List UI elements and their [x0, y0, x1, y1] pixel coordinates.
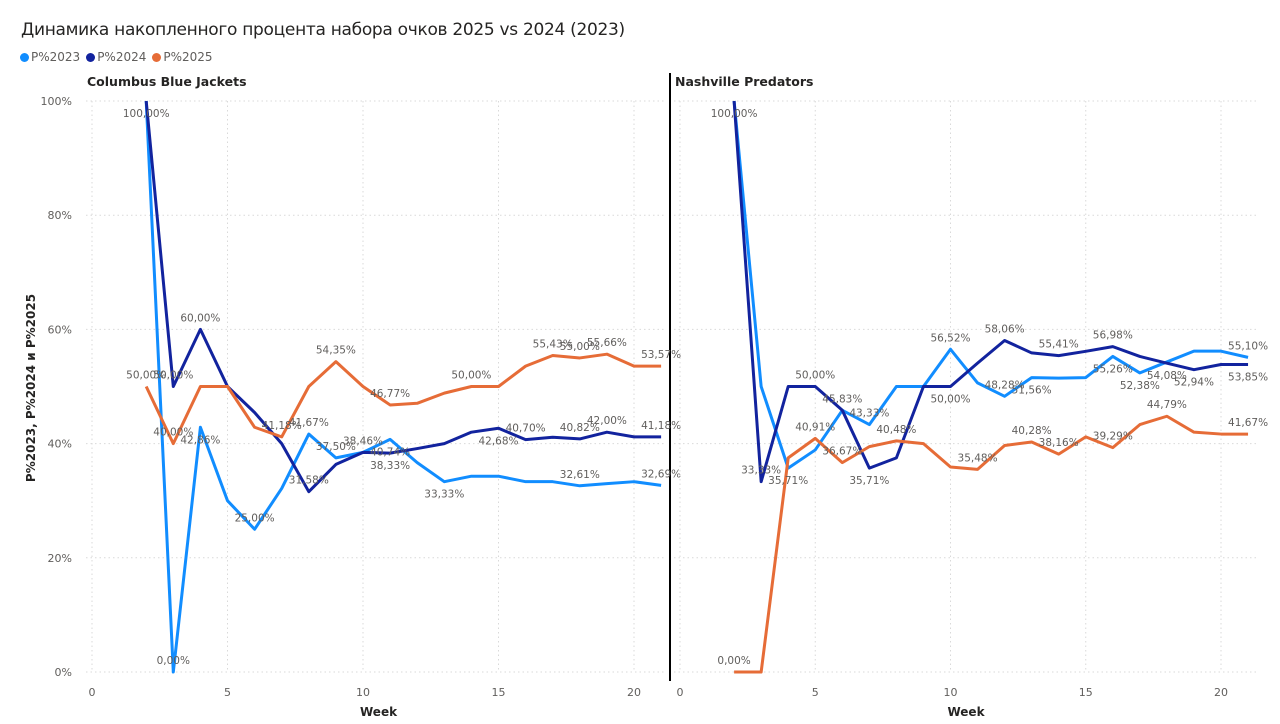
- data-label: 100,00%: [711, 108, 758, 120]
- data-label: 55,26%: [1093, 363, 1133, 375]
- data-label: 40,82%: [560, 422, 600, 434]
- data-label: 50,00%: [153, 370, 193, 382]
- series-line-p2024[interactable]: [732, 100, 1249, 484]
- legend-label: P%2025: [163, 50, 213, 64]
- x-tick-label: 10: [944, 686, 958, 699]
- data-label: 55,10%: [1228, 340, 1268, 352]
- legend-label: P%2024: [97, 50, 147, 64]
- data-label: 40,70%: [506, 423, 546, 435]
- data-label: 40,74%: [370, 446, 410, 458]
- data-label: 52,94%: [1174, 377, 1214, 389]
- data-label: 53,85%: [1228, 372, 1268, 384]
- data-label: 54,08%: [1147, 370, 1187, 382]
- data-label: 55,66%: [587, 337, 627, 349]
- data-label: 43,33%: [849, 408, 889, 420]
- series-line-p2025[interactable]: [734, 414, 1249, 674]
- data-label: 35,48%: [958, 452, 998, 464]
- data-label: 51,56%: [1012, 385, 1052, 397]
- data-label: 33,33%: [424, 489, 464, 501]
- data-label: 38,16%: [1039, 437, 1079, 449]
- legend-dot-icon: [86, 52, 96, 62]
- x-axis-title: Week: [360, 705, 398, 719]
- y-tick-label: 20%: [48, 552, 72, 565]
- data-label: 41,18%: [262, 420, 302, 432]
- data-label: 50,00%: [451, 370, 491, 382]
- x-tick-label: 0: [677, 686, 684, 699]
- legend-dot-icon: [20, 52, 29, 62]
- data-label: 25,00%: [235, 512, 275, 524]
- data-label: 41,18%: [641, 420, 681, 432]
- data-label: 42,86%: [180, 434, 220, 446]
- data-label: 31,58%: [289, 475, 329, 487]
- x-tick-label: 5: [224, 686, 231, 699]
- data-label: 40,48%: [876, 424, 916, 436]
- y-tick-label: 0%: [55, 666, 72, 679]
- x-tick-label: 20: [627, 686, 641, 699]
- data-label: 42,00%: [587, 415, 627, 427]
- data-label: 50,00%: [126, 370, 166, 382]
- legend-dot-icon: [152, 52, 162, 62]
- data-label: 55,41%: [1039, 339, 1079, 351]
- legend-item-p2023[interactable]: P%2023: [20, 50, 80, 64]
- y-tick-label: 40%: [48, 438, 72, 451]
- x-tick-label: 15: [492, 686, 506, 699]
- y-tick-label: 80%: [48, 209, 72, 222]
- panel-columbus-blue-jackets: Columbus Blue Jackets 0% 20% 40% 60% 80% 100% 0…: [41, 74, 682, 719]
- chart-title: Динамика накопленного процента набора оч…: [21, 20, 625, 40]
- data-label: 52,38%: [1120, 380, 1160, 392]
- data-label: 44,79%: [1147, 399, 1187, 411]
- panel-title: Columbus Blue Jackets: [87, 74, 247, 89]
- data-label: 32,69%: [641, 468, 681, 480]
- data-label: 60,00%: [180, 312, 220, 324]
- data-label: 46,77%: [370, 388, 410, 400]
- data-label: 54,35%: [316, 345, 356, 357]
- data-label: 33,33%: [741, 465, 781, 477]
- data-label: 53,57%: [641, 349, 681, 361]
- data-label: 0,00%: [717, 655, 750, 667]
- data-label: 41,67%: [289, 417, 329, 429]
- data-label: 37,50%: [316, 441, 356, 453]
- data-label: 38,46%: [343, 435, 383, 447]
- data-label: 38,33%: [370, 460, 410, 472]
- x-tick-label: 5: [812, 686, 819, 699]
- data-label: 55,00%: [560, 341, 600, 353]
- legend: P%2023 P%2024 P%2025: [20, 50, 213, 64]
- data-label: 40,91%: [795, 421, 835, 433]
- legend-item-p2024[interactable]: P%2024: [86, 50, 146, 64]
- data-label: 58,06%: [985, 323, 1025, 335]
- data-label: 48,28%: [985, 379, 1025, 391]
- data-label: 36,67%: [822, 446, 862, 458]
- panel-title: Nashville Predators: [675, 74, 813, 89]
- data-label: 56,98%: [1093, 330, 1133, 342]
- data-label: 40,28%: [1012, 425, 1052, 437]
- legend-label: P%2023: [31, 50, 81, 64]
- data-label: 42,68%: [478, 435, 518, 447]
- data-label: 50,00%: [795, 370, 835, 382]
- data-label: 39,29%: [1093, 431, 1133, 443]
- data-label: 0,00%: [157, 655, 190, 667]
- data-label: 35,71%: [849, 475, 889, 487]
- x-axis-title: Week: [947, 705, 985, 719]
- data-label: 56,52%: [930, 332, 970, 344]
- data-label: 32,61%: [560, 469, 600, 481]
- legend-item-p2025[interactable]: P%2025: [152, 50, 213, 64]
- y-axis-title: P%2023, P%2024 и P%2025: [24, 294, 38, 482]
- y-tick-label: 60%: [48, 323, 72, 336]
- y-tick-label: 100%: [41, 95, 72, 108]
- data-label: 50,00%: [930, 394, 970, 406]
- data-label: 45,83%: [822, 393, 862, 405]
- x-tick-label: 10: [356, 686, 370, 699]
- data-label: 41,67%: [1228, 417, 1268, 429]
- data-label: 35,71%: [768, 475, 808, 487]
- data-label: 100,00%: [123, 108, 170, 120]
- x-tick-label: 15: [1079, 686, 1093, 699]
- x-tick-label: 20: [1214, 686, 1228, 699]
- series-line-p2025[interactable]: [144, 352, 662, 446]
- panel-nashville-predators: Nashville Predators 0 5 10 15 20 Week 100,00% 0,…: [674, 74, 1268, 719]
- data-label: 40,00%: [153, 427, 193, 439]
- x-tick-label: 0: [89, 686, 96, 699]
- data-label: 55,43%: [533, 338, 573, 350]
- series-line-p2023[interactable]: [732, 100, 1249, 470]
